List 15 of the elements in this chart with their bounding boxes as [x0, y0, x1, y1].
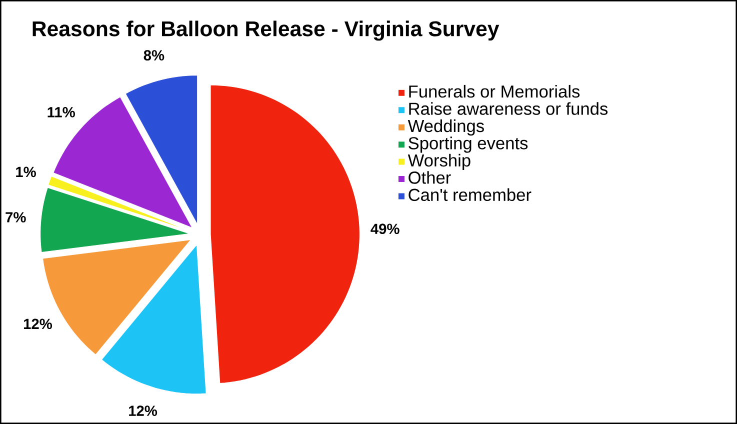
- legend-label: Can't remember: [408, 188, 532, 202]
- data-label: 49%: [370, 224, 400, 234]
- legend-label: Worship: [408, 154, 470, 170]
- data-label: 12%: [129, 406, 158, 416]
- data-label: 12%: [24, 318, 52, 330]
- legend-label: Sporting events: [408, 136, 528, 153]
- legend-label: Weddings: [408, 119, 484, 136]
- legend-label: Raise awareness or funds: [409, 102, 608, 115]
- data-label: 7%: [6, 212, 26, 222]
- data-label: 11%: [48, 107, 75, 118]
- chart-title: Reasons for Balloon Release - Virginia Survey: [32, 20, 500, 41]
- data-label: 1%: [16, 166, 36, 178]
- legend-label: Funerals or Memorials: [409, 84, 580, 98]
- data-label: 8%: [144, 50, 164, 61]
- legend-label: Other: [408, 171, 451, 184]
